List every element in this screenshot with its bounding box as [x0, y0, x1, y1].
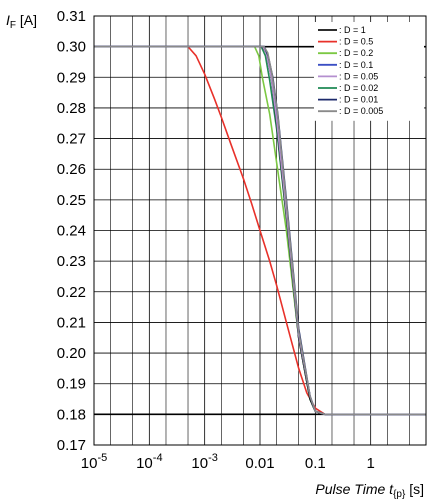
- legend-label: : D = 0.2: [339, 48, 373, 58]
- series-line: [94, 45, 426, 416]
- legend-background: [314, 22, 424, 121]
- y-tick-label: 0.31: [57, 8, 86, 25]
- y-tick-label: 0.21: [57, 314, 86, 331]
- legend-label: : D = 0.02: [339, 83, 378, 93]
- x-tick-label: 0.1: [305, 455, 326, 472]
- x-axis-unit: [s]: [405, 481, 424, 497]
- y-axis-subscript: F: [10, 20, 16, 31]
- y-tick-labels: 0.17 0.18 0.19 0.20 0.21 0.22 0.23 0.24 0.25 0.26…: [57, 8, 86, 454]
- y-tick-label: 0.19: [57, 376, 86, 393]
- plot-frame: [93, 15, 427, 446]
- legend-label: : D = 0.1: [339, 60, 373, 70]
- y-tick-label: 0.25: [57, 192, 86, 209]
- y-tick-label: 0.24: [57, 223, 86, 240]
- y-axis-label: IF [A]: [6, 12, 37, 31]
- y-axis-symbol: I: [6, 12, 10, 28]
- y-tick-label: 0.27: [57, 131, 86, 148]
- series-lines: [94, 45, 426, 416]
- y-tick-label: 0.29: [57, 69, 86, 86]
- x-axis-title-text: Pulse Time t: [315, 481, 394, 497]
- y-tick-label: 0.26: [57, 161, 86, 178]
- x-tick-label: 10-3: [191, 452, 217, 472]
- y-tick-label: 0.23: [57, 253, 86, 270]
- y-tick-label: 0.28: [57, 100, 86, 117]
- legend-label: : D = 0.005: [339, 106, 383, 116]
- x-tick-label: 10-4: [136, 452, 162, 472]
- legend-label: : D = 1: [339, 25, 366, 35]
- y-tick-label: 0.20: [57, 345, 86, 362]
- y-axis-unit: [A]: [16, 12, 37, 28]
- x-tick-label: 0.01: [245, 455, 274, 472]
- series-line: [94, 45, 426, 416]
- x-tick-label: 10-5: [81, 452, 107, 472]
- y-tick-label: 0.17: [57, 437, 86, 454]
- y-tick-label: 0.22: [57, 284, 86, 301]
- legend-label: : D = 0.01: [339, 95, 378, 105]
- x-tick-labels: 10-5 10-4 10-3 0.01 0.1 1: [81, 452, 375, 472]
- y-tick-label: 0.18: [57, 406, 86, 423]
- x-tick-label: 1: [366, 455, 374, 472]
- y-tick-label: 0.30: [57, 39, 86, 56]
- legend: : D = 1: D = 0.5: D = 0.2: D = 0.1: D = …: [314, 22, 424, 121]
- x-axis-label: Pulse Time t{p} [s]: [315, 481, 424, 500]
- legend-label: : D = 0.5: [339, 37, 373, 47]
- x-axis-subscript: {p}: [393, 489, 406, 500]
- legend-label: : D = 0.05: [339, 71, 378, 81]
